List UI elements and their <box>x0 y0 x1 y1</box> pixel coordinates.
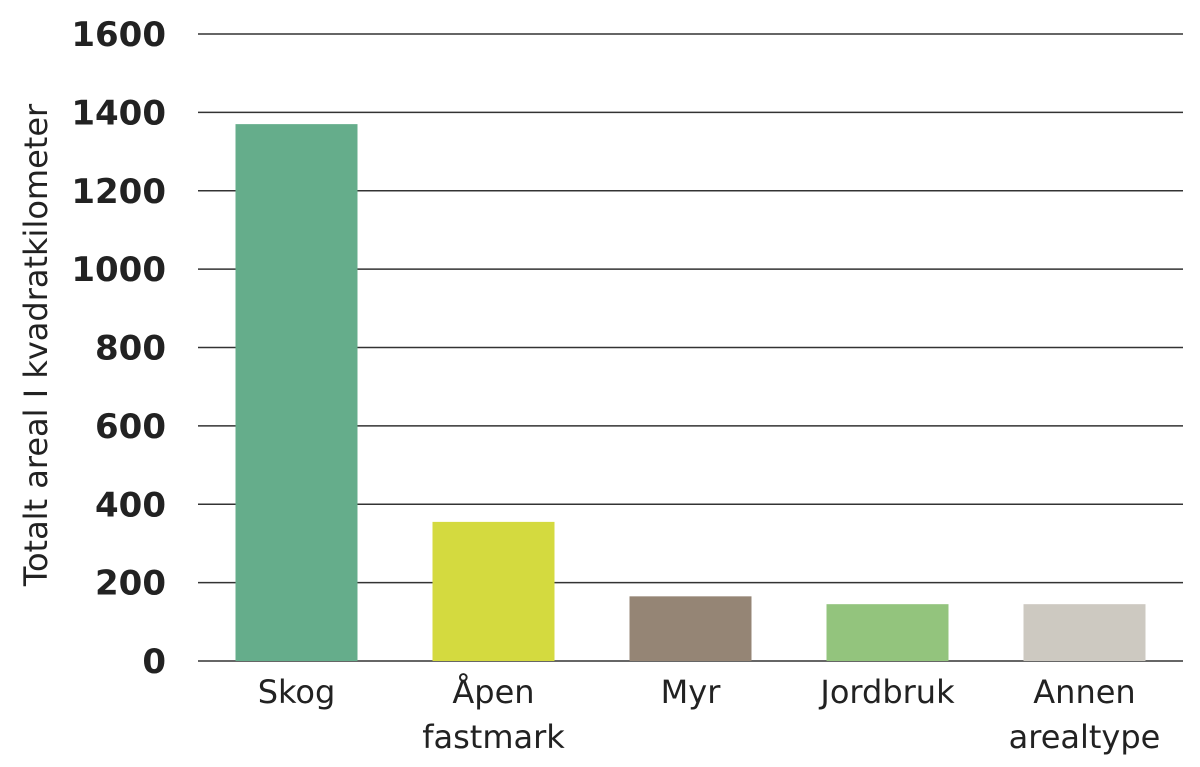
y-tick-labels: 0 200 400 600 800 1000 1200 1400 1600 <box>71 15 166 682</box>
x-category-label: Myr <box>661 673 722 711</box>
x-category-label: Åpen fastmark <box>422 673 565 756</box>
x-category-label-line: Skog <box>258 673 336 711</box>
y-axis-title: Totalt areal I kvadratkilometer <box>17 103 55 587</box>
x-category-label-line: fastmark <box>422 718 565 756</box>
x-category-label-line: Jordbruk <box>818 673 955 711</box>
x-category-label-line: Annen <box>1033 673 1135 711</box>
bar <box>826 604 949 661</box>
y-tick-label: 200 <box>95 564 166 604</box>
y-tick-label: 800 <box>95 329 166 369</box>
y-tick-label: 0 <box>142 642 166 682</box>
x-category-label: Skog <box>258 673 336 711</box>
y-tick-label: 1000 <box>71 250 166 290</box>
gridlines <box>198 33 1183 662</box>
y-tick-label: 1200 <box>71 172 166 212</box>
bar <box>1023 604 1146 661</box>
y-tick-label: 1400 <box>71 93 166 133</box>
x-category-label-line: Myr <box>661 673 722 711</box>
bar <box>432 521 555 661</box>
x-category-label-line: arealtype <box>1009 718 1161 756</box>
bar <box>235 124 358 662</box>
x-category-label: Jordbruk <box>818 673 955 711</box>
y-tick-label: 600 <box>95 407 166 447</box>
x-category-label-line: Åpen <box>452 673 534 711</box>
bars <box>235 124 1146 662</box>
y-tick-label: 1600 <box>71 15 166 55</box>
bar <box>629 596 752 661</box>
x-category-labels: Skog Åpen fastmark Myr Jordbruk Annen arealtyp… <box>258 673 1161 756</box>
x-category-label: Annen arealtype <box>1009 673 1161 756</box>
y-tick-label: 400 <box>95 485 166 525</box>
